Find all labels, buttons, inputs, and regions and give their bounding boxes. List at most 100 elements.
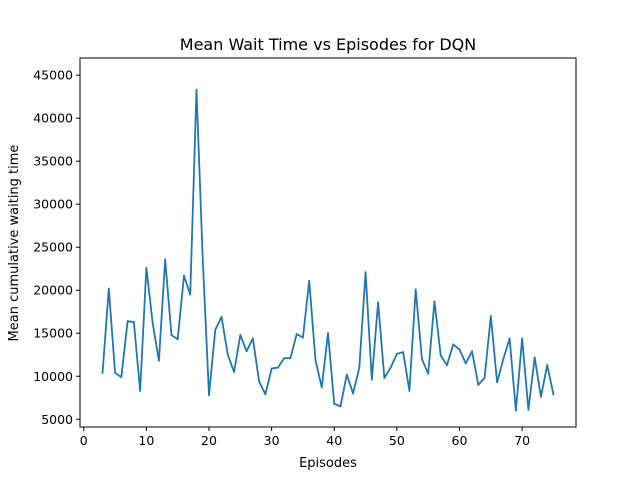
data-point — [508, 337, 511, 340]
data-point — [439, 354, 442, 357]
y-axis-ticks: 5000 10000 15000 20000 25000 30000 35000 40000 4… — [33, 68, 80, 427]
data-point — [120, 376, 123, 379]
data-point — [107, 287, 110, 290]
data-point — [464, 362, 467, 365]
data-point — [114, 371, 116, 374]
data-point — [176, 338, 179, 341]
data-point — [264, 393, 267, 396]
x-axis-label: Episodes — [299, 456, 357, 471]
data-point — [158, 359, 160, 362]
data-point — [276, 366, 279, 369]
data-point — [496, 381, 498, 384]
data-point — [364, 271, 367, 274]
y-tick-label: 40000 — [33, 111, 73, 126]
data-point — [314, 359, 317, 361]
data-point — [546, 364, 549, 366]
data-point — [126, 320, 129, 323]
data-point — [139, 389, 142, 392]
data-point — [477, 383, 480, 386]
data-point — [226, 353, 229, 356]
data-point — [502, 358, 505, 360]
data-point — [101, 371, 104, 374]
data-point — [345, 373, 348, 376]
y-tick-label: 25000 — [33, 240, 73, 255]
data-point — [489, 315, 492, 317]
data-point — [201, 258, 204, 261]
data-point — [283, 357, 286, 360]
data-point — [308, 279, 311, 282]
data-point — [471, 350, 473, 353]
y-tick-label: 15000 — [33, 326, 73, 341]
data-point — [352, 392, 354, 395]
y-axis-label: Mean cumulative waiting time — [7, 145, 22, 342]
y-tick-label: 30000 — [33, 197, 73, 212]
data-point — [395, 352, 398, 355]
y-tick-label: 10000 — [33, 369, 73, 384]
data-point — [145, 266, 148, 269]
data-point — [289, 357, 292, 360]
data-point — [320, 386, 323, 389]
data-point — [452, 343, 455, 346]
chart-title: Mean Wait Time vs Episodes for DQN — [180, 35, 476, 54]
data-point — [239, 334, 242, 336]
x-tick-label: 40 — [326, 433, 342, 448]
y-tick-label: 35000 — [33, 154, 73, 169]
x-tick-label: 30 — [264, 433, 280, 448]
series-line — [101, 88, 555, 412]
data-point — [183, 274, 185, 277]
series-layer — [101, 88, 555, 412]
data-point — [414, 288, 417, 291]
data-point — [514, 409, 517, 412]
data-point — [327, 332, 329, 335]
data-point — [527, 408, 530, 411]
data-point — [552, 393, 555, 396]
y-tick-label: 45000 — [33, 68, 73, 83]
plot-frame — [79, 57, 577, 428]
data-point — [251, 337, 254, 340]
x-tick-label: 70 — [514, 433, 530, 448]
data-point — [446, 364, 448, 366]
data-point — [339, 405, 342, 408]
x-tick-label: 50 — [389, 433, 405, 448]
x-tick-label: 60 — [452, 433, 468, 448]
data-point — [220, 316, 223, 318]
x-tick-label: 0 — [80, 433, 88, 448]
data-point — [214, 328, 217, 331]
data-point — [383, 377, 386, 379]
data-point — [302, 336, 304, 339]
data-point — [358, 366, 361, 369]
data-point — [333, 402, 336, 405]
y-tick-label: 20000 — [33, 283, 73, 298]
data-point — [389, 366, 392, 369]
y-tick-label: 5000 — [41, 412, 73, 427]
data-point — [433, 300, 436, 303]
x-axis-ticks: 0 10 20 30 40 50 60 70 — [80, 427, 530, 448]
data-point — [151, 322, 154, 324]
data-point — [233, 371, 235, 373]
data-point — [170, 334, 173, 336]
data-point — [408, 389, 411, 392]
data-point — [195, 88, 198, 91]
data-point — [421, 358, 423, 360]
data-point — [132, 321, 135, 323]
x-tick-label: 20 — [201, 433, 217, 448]
data-point — [164, 258, 167, 261]
data-point — [370, 378, 373, 381]
data-point — [258, 380, 261, 383]
data-point — [402, 351, 405, 354]
data-point — [521, 337, 524, 340]
data-point — [458, 348, 461, 351]
data-point — [483, 377, 486, 379]
data-point — [245, 350, 248, 353]
data-point — [540, 395, 542, 398]
data-point — [208, 394, 210, 397]
x-tick-label: 10 — [138, 433, 154, 448]
data-point — [533, 356, 536, 359]
data-point — [189, 293, 192, 296]
data-point — [270, 367, 273, 370]
data-point — [295, 333, 298, 336]
data-point — [427, 372, 430, 375]
data-point — [377, 301, 380, 304]
